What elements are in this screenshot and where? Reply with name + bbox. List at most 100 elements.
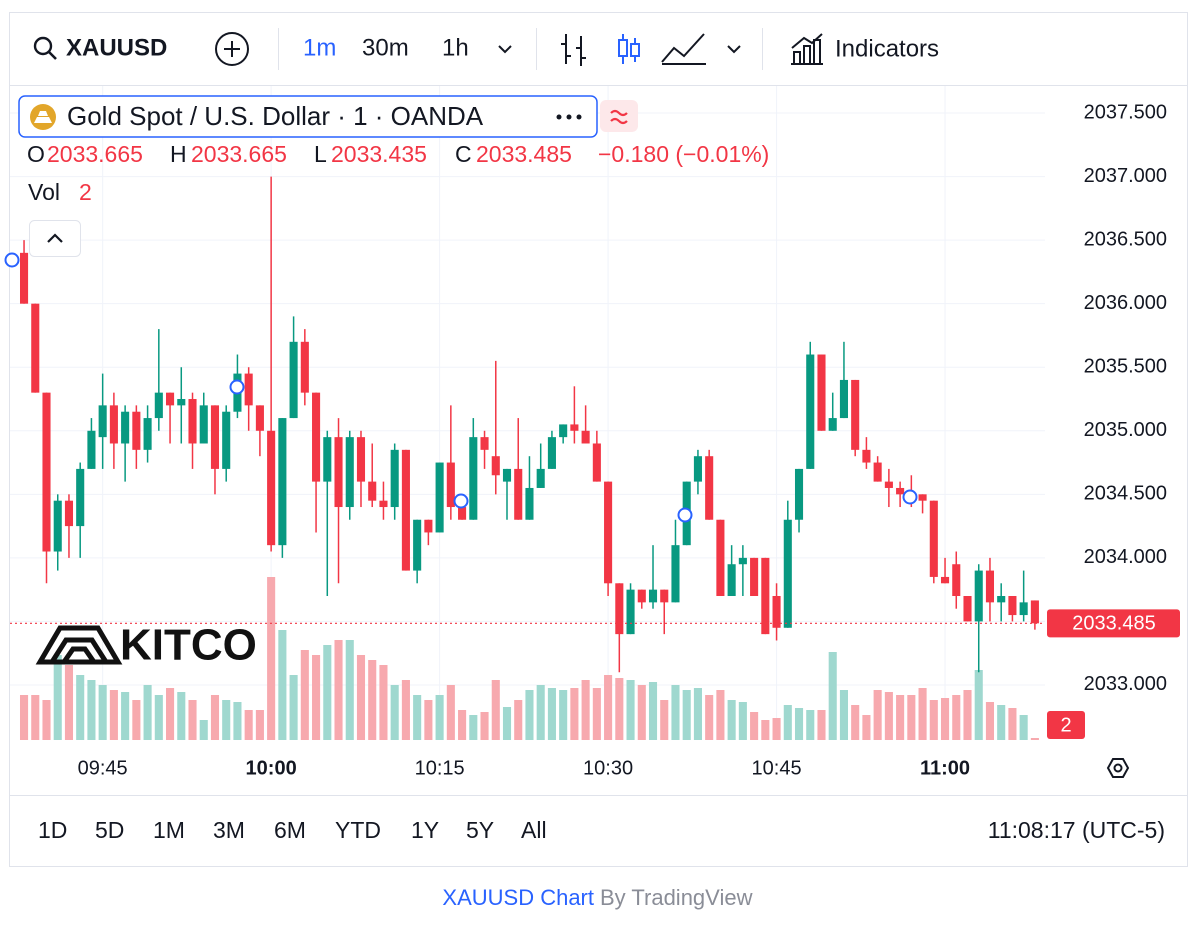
volume-bar: [491, 680, 500, 740]
interval[interactable]: 30m: [362, 34, 409, 61]
footer-link[interactable]: XAUUSD Chart: [442, 885, 594, 910]
collapse-icon: [47, 233, 63, 243]
volume-bar: [177, 692, 186, 740]
volume-bar: [356, 655, 366, 740]
market-status[interactable]: [600, 100, 638, 132]
candle-body: [705, 456, 714, 520]
title-box[interactable]: [18, 95, 598, 138]
candle-body: [199, 405, 208, 444]
volume-bar: [458, 710, 467, 740]
range[interactable]: 5D: [95, 817, 124, 843]
candle-body: [727, 564, 736, 597]
candles-icon: [630, 43, 640, 57]
range[interactable]: 1M: [153, 817, 185, 843]
volume-bar: [132, 700, 141, 740]
volume-bar: [648, 682, 658, 740]
volume-bar: [761, 720, 770, 740]
candle-body: [671, 545, 680, 603]
volume-bar: [244, 710, 253, 740]
volume-bar: [828, 652, 837, 740]
event-marker[interactable]: [902, 489, 918, 505]
event-marker[interactable]: [4, 252, 20, 268]
candles-icon: [618, 39, 628, 57]
y-tick-label: 2034.000: [1084, 546, 1167, 568]
interval-menu[interactable]: [498, 45, 512, 54]
volume-bar: [222, 700, 231, 740]
volume-label: Vol: [28, 179, 60, 205]
chart-title: Gold Spot / U.S. Dollar · 1 · OANDA: [67, 101, 484, 131]
symbol[interactable]: XAUUSD: [66, 34, 167, 61]
candle-body: [31, 303, 40, 393]
candle-body: [750, 557, 759, 597]
volume-bar: [806, 710, 815, 740]
indicators-icon[interactable]: [791, 33, 823, 65]
candle-body: [109, 405, 118, 444]
market-status-icon: [610, 109, 628, 125]
range[interactable]: All: [521, 817, 547, 843]
candle-body: [851, 379, 860, 450]
volume-bar: [783, 705, 792, 740]
event-marker[interactable]: [229, 379, 245, 395]
event-marker[interactable]: [453, 493, 469, 509]
candle-body: [783, 519, 792, 628]
candle-body: [536, 468, 545, 488]
candle-body: [390, 449, 399, 508]
volume-bar: [1030, 738, 1039, 740]
candle-body: [525, 487, 534, 520]
bars-icon[interactable]: [561, 34, 586, 66]
volume-bar: [547, 688, 556, 740]
compare-button[interactable]: [215, 32, 249, 66]
event-marker[interactable]: [677, 507, 693, 523]
candle-body: [132, 411, 141, 450]
indicators[interactable]: Indicators: [835, 35, 939, 62]
volume-bar: [345, 640, 354, 740]
range[interactable]: 1D: [38, 817, 67, 843]
volume-bar: [750, 712, 759, 740]
range[interactable]: 1Y: [411, 817, 439, 843]
volume-bar: [682, 690, 691, 740]
candle-body: [615, 583, 624, 635]
volume-bar: [255, 710, 264, 740]
x-tick-label: 10:30: [583, 757, 633, 779]
area-icon[interactable]: [661, 33, 706, 65]
range[interactable]: 6M: [274, 817, 306, 843]
volume-bar: [952, 695, 961, 740]
candle-body: [929, 500, 938, 577]
candle-body: [974, 570, 983, 622]
settings-button[interactable]: [1106, 758, 1130, 778]
candle-body: [210, 405, 220, 469]
volume-value: 2: [79, 179, 92, 205]
candle-body: [435, 462, 444, 533]
candle-body: [817, 354, 826, 431]
symbol-logo: [34, 111, 52, 123]
volume-bar: [289, 675, 298, 740]
volume-bar: [267, 577, 276, 740]
candle-body: [177, 399, 186, 406]
volume-bar: [851, 705, 860, 740]
range[interactable]: 3M: [213, 817, 245, 843]
candle-body: [828, 418, 837, 431]
search-icon[interactable]: [33, 36, 53, 56]
volume-bar: [705, 695, 714, 740]
volume-bar: [53, 655, 62, 740]
candle-body: [896, 487, 905, 495]
chart-type-menu[interactable]: [727, 45, 741, 54]
candle-body: [559, 424, 568, 438]
more-button[interactable]: [556, 114, 562, 120]
interval[interactable]: 1m: [303, 34, 336, 61]
volume-pane: [19, 577, 1039, 740]
candle-body: [53, 500, 62, 552]
range[interactable]: YTD: [335, 817, 381, 843]
volume-bar: [154, 695, 163, 740]
volume-bar: [929, 700, 938, 740]
interval[interactable]: 1h: [442, 34, 469, 61]
change: −0.180 (−0.01%): [598, 141, 769, 167]
candle-body: [323, 437, 332, 482]
candle-body: [502, 468, 512, 482]
y-tick-label: 2035.000: [1084, 419, 1167, 441]
candle-body: [154, 392, 163, 419]
volume-bar: [446, 685, 455, 740]
volume-bar: [98, 685, 107, 740]
range[interactable]: 5Y: [466, 817, 494, 843]
collapse-button[interactable]: [29, 220, 81, 257]
